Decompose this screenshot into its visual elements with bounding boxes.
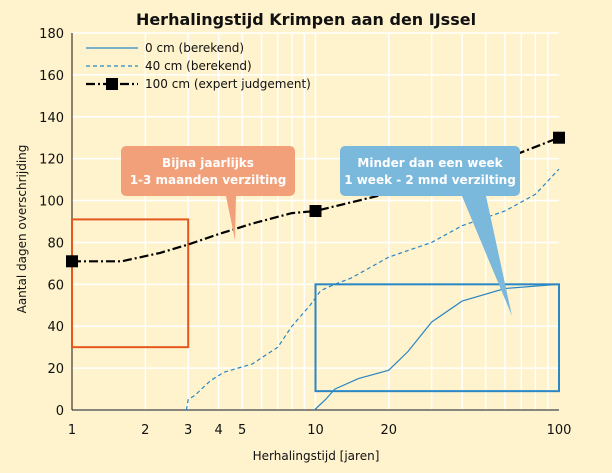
chart-title: Herhalingstijd Krimpen aan den IJssel — [136, 10, 476, 29]
x-tick-label: 100 — [547, 423, 572, 438]
y-axis-label: Aantal dagen overschrijding — [15, 145, 29, 314]
tick-labels: 0 20 40 60 80 100 120 140 160 180 1 2 3 4 5 10 20 100 — [39, 27, 571, 438]
y-tick-label: 120 — [39, 153, 64, 168]
callout-text: 1-3 maanden verzilting — [130, 173, 287, 187]
legend: 0 cm (berekend) 40 cm (berekend) 100 cm (e… — [86, 41, 311, 91]
legend-label-2: 40 cm (berekend) — [145, 59, 252, 73]
callout-pointer-1 — [226, 196, 236, 240]
x-tick-label: 4 — [214, 423, 222, 438]
x-tick-label: 20 — [381, 423, 398, 438]
callout-box-2 — [340, 146, 520, 196]
highlight-box-1 — [71, 218, 190, 349]
y-tick-label: 160 — [39, 69, 64, 84]
callout-pointer-2 — [462, 196, 512, 316]
x-tick-label: 5 — [238, 423, 246, 438]
series-line-1 — [313, 283, 560, 411]
legend-label-1: 0 cm (berekend) — [145, 41, 244, 55]
callout-text: Minder dan een week — [357, 156, 503, 170]
legend-label-3: 100 cm (expert judgement) — [145, 77, 311, 91]
series-line-2 — [185, 168, 560, 411]
series-marker — [309, 205, 322, 218]
y-tick-label: 0 — [56, 404, 64, 419]
callout-text: Bijna jaarlijks — [162, 156, 254, 170]
y-tick-label: 180 — [39, 27, 64, 42]
callouts: Bijna jaarlijks 1-3 maanden verzilting Min… — [121, 146, 520, 316]
highlight-box-2 — [314, 283, 560, 393]
x-tick-label: 10 — [307, 423, 324, 438]
series-marker — [553, 131, 565, 144]
x-axis-label: Herhalingstijd [jaren] — [253, 449, 380, 463]
series-marker — [66, 255, 78, 268]
y-tick-label: 80 — [47, 236, 64, 251]
x-tick-label: 2 — [141, 423, 149, 438]
y-tick-label: 40 — [47, 320, 64, 335]
y-tick-label: 20 — [47, 362, 64, 377]
legend-marker — [106, 78, 118, 90]
callout-text: 1 week - 2 mnd verzilting — [344, 173, 516, 187]
x-tick-label: 3 — [184, 423, 192, 438]
y-tick-label: 60 — [47, 278, 64, 293]
y-tick-label: 140 — [39, 111, 64, 126]
callout-box-1 — [121, 146, 295, 196]
highlight-boxes — [71, 218, 560, 393]
x-tick-label: 1 — [68, 423, 76, 438]
y-tick-label: 100 — [39, 195, 64, 210]
